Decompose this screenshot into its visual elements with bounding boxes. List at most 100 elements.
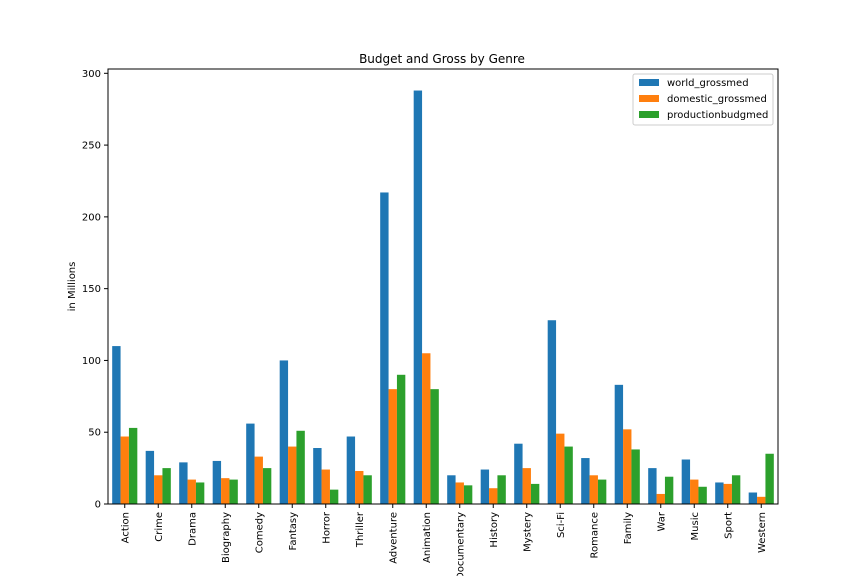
x-tick-label-sci-fi: Sci-Fi (556, 512, 567, 538)
bar-world_grossmed-comedy (246, 423, 255, 504)
bar-domestic_grossmed-history (489, 488, 498, 504)
x-tick-label-crime: Crime (154, 512, 165, 542)
legend-label-domestic_grossmed: domestic_grossmed (667, 94, 767, 105)
bar-productionbudgmed-crime (162, 468, 171, 504)
x-tick-label-drama: Drama (187, 512, 198, 546)
bar-productionbudgmed-comedy (262, 468, 272, 504)
x-tick-label-music: Music (690, 512, 701, 540)
x-axis: Action Crime Drama Biography Comedy Fantasy Ho… (120, 504, 768, 576)
bar-domestic_grossmed-adventure (388, 389, 397, 504)
bar-world_grossmed-fantasy (279, 360, 289, 504)
bar-productionbudgmed-sci-fi (564, 446, 573, 504)
bar-domestic_grossmed-animation (422, 353, 431, 504)
bar-domestic_grossmed-thriller (355, 470, 364, 504)
bars-group (112, 90, 774, 504)
bar-world_grossmed-sci-fi (547, 320, 557, 504)
bar-productionbudgmed-music (698, 486, 707, 504)
x-tick-label-mystery: Mystery (522, 512, 533, 552)
bar-productionbudgmed-mystery (530, 483, 540, 504)
bar-domestic_grossmed-horror (321, 469, 330, 504)
x-tick-label-adventure: Adventure (388, 512, 399, 564)
bar-world_grossmed-horror (313, 448, 322, 504)
bar-domestic_grossmed-biography (221, 478, 230, 504)
bar-productionbudgmed-drama (195, 482, 205, 504)
bar-domestic_grossmed-comedy (254, 456, 263, 504)
bar-world_grossmed-adventure (380, 192, 389, 504)
bar-domestic_grossmed-drama (187, 479, 196, 504)
y-tick-label: 200 (82, 212, 101, 223)
bar-domestic_grossmed-crime (154, 475, 163, 504)
y-tick-label: 0 (95, 500, 101, 511)
bar-world_grossmed-history (480, 469, 490, 504)
bar-domestic_grossmed-romance (589, 475, 598, 504)
bar-domestic_grossmed-music (690, 479, 699, 504)
bar-productionbudgmed-action (128, 427, 138, 504)
y-tick-label: 50 (88, 428, 101, 439)
legend-box (632, 73, 774, 126)
bar-productionbudgmed-documentary (463, 485, 473, 504)
y-tick-label: 300 (82, 69, 101, 80)
bar-productionbudgmed-horror (329, 489, 339, 504)
bar-domestic_grossmed-war (656, 493, 665, 504)
legend-label-world_grossmed: world_grossmed (667, 78, 749, 89)
bar-domestic_grossmed-sport (723, 483, 732, 504)
bar-domestic_grossmed-mystery (522, 468, 531, 504)
bar-productionbudgmed-history (497, 475, 506, 504)
bar-domestic_grossmed-family (623, 429, 632, 504)
bar-domestic_grossmed-sci-fi (556, 433, 565, 504)
bar-domestic_grossmed-action (120, 436, 129, 504)
bar-world_grossmed-animation (413, 90, 423, 504)
y-tick-label: 100 (82, 356, 101, 367)
bar-world_grossmed-mystery (514, 443, 523, 504)
x-tick-label-thriller: Thriller (355, 511, 366, 548)
x-tick-label-fantasy: Fantasy (288, 512, 299, 551)
legend-swatch-productionbudgmed (639, 111, 659, 118)
x-tick-label-horror: Horror (321, 511, 332, 544)
bar-world_grossmed-music (681, 459, 691, 504)
x-tick-label-western: Western (757, 512, 768, 553)
bar-world_grossmed-family (614, 384, 624, 504)
legend-label-productionbudgmed: productionbudgmed (667, 110, 768, 121)
bar-world_grossmed-sport (715, 482, 724, 504)
y-axis: 0 50 100 150 200 250 300 (82, 69, 108, 511)
legend-swatch-world_grossmed (639, 79, 659, 86)
bar-domestic_grossmed-documentary (455, 482, 464, 504)
bar-world_grossmed-thriller (346, 436, 356, 504)
legend: world_grossmed domestic_grossmed productio… (632, 73, 774, 126)
x-tick-label-sport: Sport (723, 512, 734, 539)
legend-swatch-domestic_grossmed (639, 95, 659, 102)
bar-world_grossmed-romance (581, 458, 590, 504)
x-tick-label-action: Action (120, 512, 131, 543)
bar-domestic_grossmed-fantasy (288, 446, 297, 504)
bar-world_grossmed-western (748, 492, 758, 504)
bar-productionbudgmed-animation (430, 389, 439, 504)
x-tick-label-history: History (489, 512, 500, 548)
y-tick-label: 250 (82, 141, 101, 152)
plot-frame (107, 68, 779, 505)
x-tick-label-war: War (656, 511, 667, 531)
bar-world_grossmed-war (648, 468, 657, 504)
bar-productionbudgmed-adventure (396, 374, 406, 504)
x-tick-label-documentary: Documentary (455, 512, 466, 576)
bar-world_grossmed-biography (212, 460, 222, 504)
bar-productionbudgmed-war (664, 476, 674, 504)
x-tick-label-family: Family (623, 512, 634, 544)
x-tick-label-biography: Biography (221, 512, 232, 563)
y-tick-label: 150 (82, 284, 101, 295)
x-tick-label-comedy: Comedy (254, 512, 265, 553)
bar-world_grossmed-crime (145, 450, 155, 504)
x-tick-label-romance: Romance (589, 512, 600, 558)
bar-world_grossmed-documentary (447, 475, 456, 504)
bar-productionbudgmed-biography (229, 479, 238, 504)
x-tick-label-animation: Animation (422, 512, 433, 563)
bar-productionbudgmed-romance (597, 479, 607, 504)
bar-productionbudgmed-family (631, 449, 640, 504)
bar-productionbudgmed-thriller (363, 475, 372, 504)
y-axis-label: in Millions (67, 262, 78, 312)
chart-title: Budget and Gross by Genre (359, 52, 525, 66)
bar-productionbudgmed-fantasy (296, 430, 305, 504)
bar-productionbudgmed-western (765, 453, 774, 504)
bar-world_grossmed-drama (179, 462, 188, 504)
bar-world_grossmed-action (112, 346, 121, 504)
